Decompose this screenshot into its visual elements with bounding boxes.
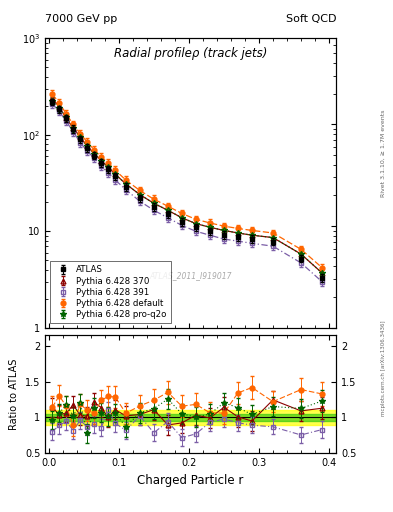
Text: 7000 GeV pp: 7000 GeV pp bbox=[45, 14, 118, 25]
Legend: ATLAS, Pythia 6.428 370, Pythia 6.428 391, Pythia 6.428 default, Pythia 6.428 pr: ATLAS, Pythia 6.428 370, Pythia 6.428 39… bbox=[50, 261, 171, 324]
Text: Radial profileρ (track jets): Radial profileρ (track jets) bbox=[114, 47, 267, 60]
Text: ATLAS_2011_I919017: ATLAS_2011_I919017 bbox=[149, 271, 232, 280]
Text: mcplots.cern.ch [arXiv:1306.3436]: mcplots.cern.ch [arXiv:1306.3436] bbox=[381, 321, 386, 416]
Text: Rivet 3.1.10, ≥ 1.7M events: Rivet 3.1.10, ≥ 1.7M events bbox=[381, 110, 386, 197]
X-axis label: Charged Particle r: Charged Particle r bbox=[138, 474, 244, 486]
Text: Soft QCD: Soft QCD bbox=[286, 14, 336, 25]
Y-axis label: Ratio to ATLAS: Ratio to ATLAS bbox=[9, 358, 19, 430]
